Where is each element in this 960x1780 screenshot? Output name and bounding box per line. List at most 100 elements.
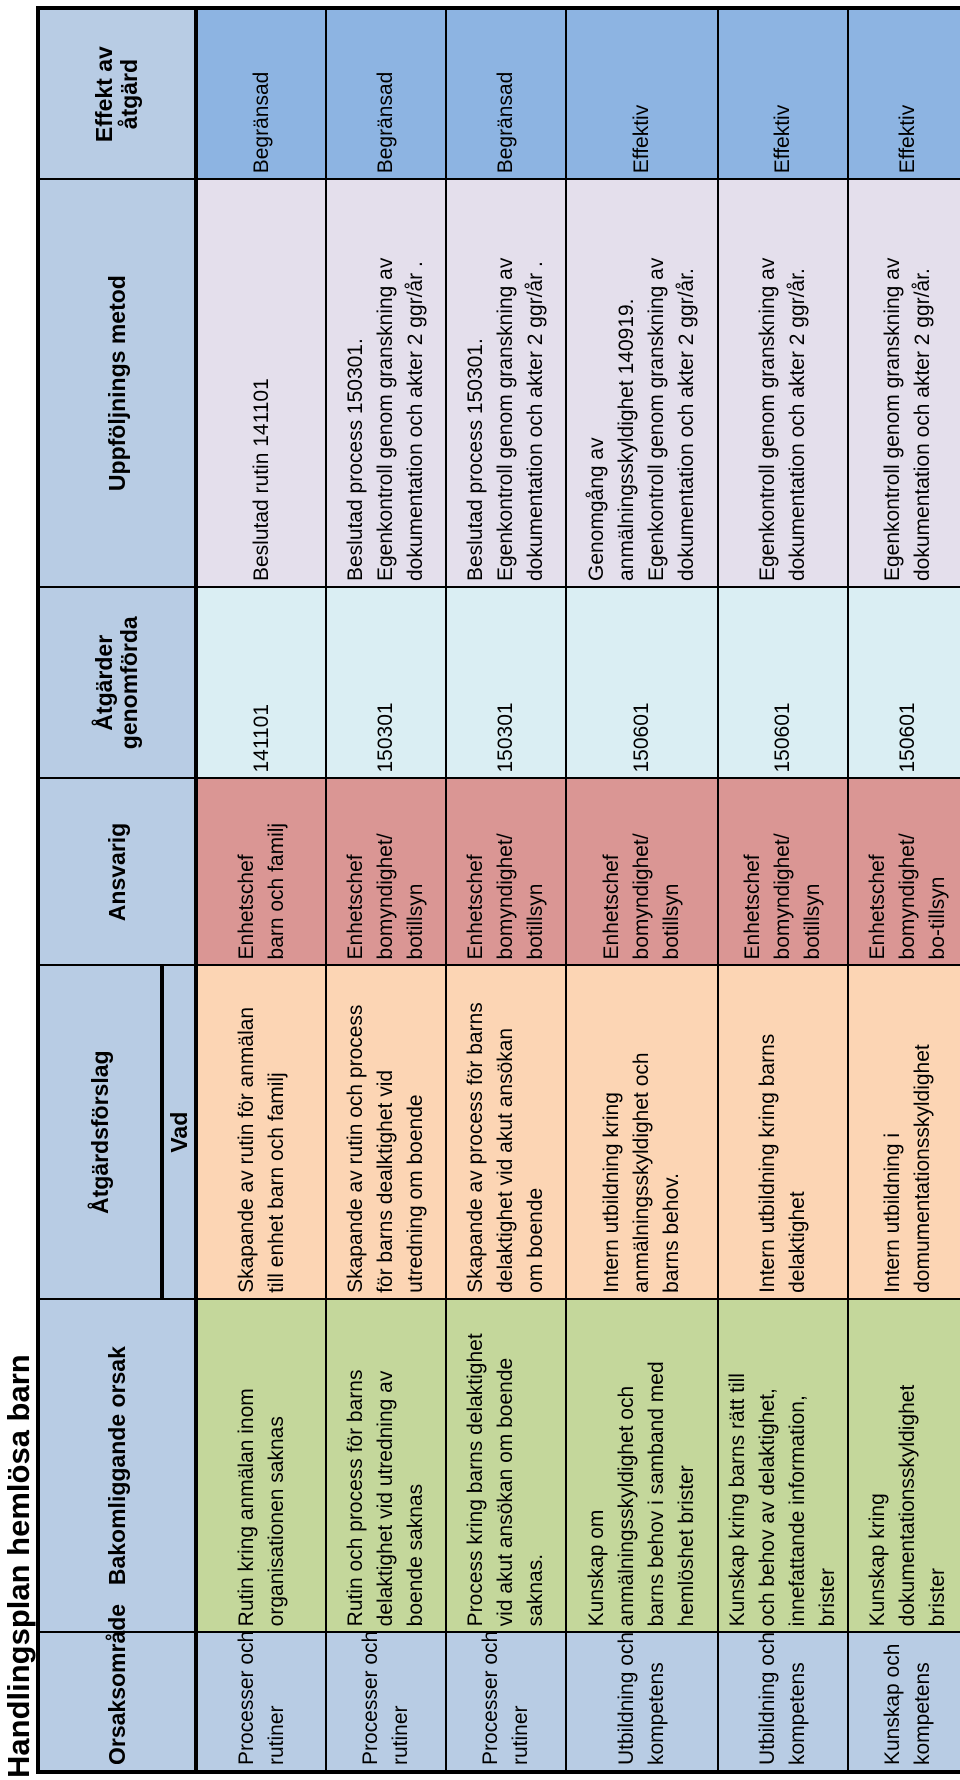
proposal-line: barns behov. xyxy=(660,1173,683,1293)
proposal-line: Skapande av process för barns xyxy=(464,1002,487,1293)
followup-cell: Egenkontroll genom granskning av dokument… xyxy=(848,179,960,588)
cause-line: saknas. xyxy=(524,1553,547,1627)
table-body: Processer och rutiner Rutin kring anmälan … xyxy=(196,8,960,1772)
proposal-line: anmälningsskyldighet och xyxy=(630,1052,653,1293)
responsible-line: botillsyn xyxy=(660,883,683,960)
followup-line: dokumentation och akter 2 ggr/år. xyxy=(786,268,809,582)
cause-cell: Kunskap om anmälningsskyldighet och barns … xyxy=(566,1298,718,1633)
area-line: Processer och xyxy=(359,1630,382,1765)
done-date-cell: 150601 xyxy=(566,587,718,779)
responsible-line: Enhetschef xyxy=(464,854,487,960)
cause-cell: Rutin kring anmälan inom organisationen s… xyxy=(196,1298,326,1633)
followup-cell: Beslutad rutin 141101 xyxy=(196,179,326,588)
responsible-cell: Enhetschef bomyndighet/botillsyn xyxy=(718,778,848,966)
proposal-line: Skapande av rutin och process xyxy=(344,1004,367,1293)
header-effect-line-1: Effekt av xyxy=(91,46,117,143)
area-line: Kunskap och xyxy=(880,1643,904,1765)
proposal-cell: Skapande av rutin för anmälan till enhet … xyxy=(196,965,326,1299)
responsible-line: bomyndighet/ xyxy=(771,833,794,960)
followup-line: Egenkontroll genom granskning av xyxy=(880,257,904,582)
cause-line: Rutin kring anmälan inom xyxy=(234,1388,258,1627)
cause-cell: Kunskap kring dokumentationsskyldighet bri… xyxy=(848,1298,960,1633)
followup-line: dokumentation och akter 2 ggr/år . xyxy=(524,261,547,582)
area-cell: Utbildning och kompetens xyxy=(718,1632,848,1772)
followup-cell: Egenkontroll genom granskning av dokument… xyxy=(718,179,848,588)
responsible-cell: Enhetschef bomyndighet/botillsyn xyxy=(326,778,446,966)
header-effect: Effekt av åtgärd xyxy=(38,8,196,180)
header-proposal-sub: Vad xyxy=(162,965,196,1299)
followup-line: Beslutad rutin 141101 xyxy=(249,378,273,582)
header-done-line-2: genomförda xyxy=(116,616,142,750)
cause-line: barns behov i samband med xyxy=(645,1361,668,1627)
responsible-line: botillsyn xyxy=(404,883,427,960)
done-date-cell: 150601 xyxy=(848,587,960,779)
effect-cell: Begränsad xyxy=(446,8,566,180)
responsible-cell: Enhetschef bomyndighet/botillsyn xyxy=(566,778,718,966)
done-date-cell: 150601 xyxy=(718,587,848,779)
header-responsible: Ansvarig xyxy=(38,778,196,966)
header-done: Åtgärder genomförda xyxy=(38,587,196,779)
header-effect-line-2: åtgärd xyxy=(116,58,142,130)
followup-line: dokumentation och akter 2 ggr/år. xyxy=(910,268,934,582)
header-followup: Uppföljnings metod xyxy=(38,179,196,588)
proposal-cell: Intern utbildning kring anmälningsskyldig… xyxy=(566,965,718,1299)
cause-line: Process kring barns delaktighet xyxy=(464,1333,487,1627)
responsible-line: barn och familj xyxy=(264,822,288,960)
table-row: Utbildning och kompetens Kunskap om anmälni… xyxy=(566,8,718,1772)
followup-line: Egenkontroll genom granskning av xyxy=(494,257,517,582)
responsible-line: Enhetschef xyxy=(600,854,623,960)
followup-line: Egenkontroll genom granskning av xyxy=(374,257,397,582)
done-date-cell: 141101 xyxy=(196,587,326,779)
followup-line: dokumentation och akter 2 ggr/år . xyxy=(404,261,427,582)
followup-cell: Beslutad process 150301. Egenkontroll gen… xyxy=(326,179,446,588)
effect-cell: Effektiv xyxy=(566,8,718,180)
responsible-cell: Enhetschef bomyndighet/botillsyn xyxy=(446,778,566,966)
table-row: Processer och rutiner Process kring barns … xyxy=(446,8,566,1772)
done-date-cell: 150301 xyxy=(326,587,446,779)
table-row: Kunskap och kompetens Kunskap kring dokumen… xyxy=(848,8,960,1772)
responsible-line: Enhetschef xyxy=(741,854,764,960)
proposal-line: delaktighet xyxy=(786,1191,809,1293)
cause-cell: Rutin och process för barns delaktighet v… xyxy=(326,1298,446,1633)
responsible-line: Enhetschef xyxy=(344,854,367,960)
header-done-line-1: Åtgärder xyxy=(91,634,117,731)
followup-line: Beslutad process 150301. xyxy=(344,338,367,582)
responsible-line: bomyndighet/ xyxy=(494,833,517,960)
responsible-cell: Enhetschef barn och familj xyxy=(196,778,326,966)
cause-line: innefattande information, xyxy=(786,1395,809,1627)
effect-cell: Effektiv xyxy=(848,8,960,180)
proposal-line: Intern utbildning kring barns xyxy=(756,1033,779,1293)
followup-line: dokumentation och akter 2 ggr/år. xyxy=(675,268,698,582)
followup-line: Egenkontroll genom granskning av xyxy=(756,257,779,582)
responsible-line: Enhetschef xyxy=(865,854,889,960)
followup-line: Beslutad process 150301. xyxy=(464,338,487,582)
header-proposal: Åtgärdsförslag xyxy=(38,965,162,1299)
area-cell: Processer och rutiner xyxy=(446,1631,566,1772)
responsible-line: Enhetschef xyxy=(234,854,258,960)
proposal-line: Intern utbildning i xyxy=(880,1132,904,1293)
cause-cell: Kunskap kring barns rätt till och behov a… xyxy=(718,1298,848,1633)
area-cell: Utbildning och kompetens xyxy=(566,1632,718,1772)
responsible-line: bomyndighet/ xyxy=(895,833,919,960)
area-line: rutiner xyxy=(509,1705,532,1765)
proposal-line: utredning om boende xyxy=(404,1094,427,1293)
responsible-cell: Enhetschef bomyndighet/bo-tillsyn xyxy=(848,778,960,966)
followup-line: Egenkontroll genom granskning av xyxy=(645,257,668,582)
proposal-cell: Skapande av process för barns delaktighet… xyxy=(446,965,566,1299)
header-area: Orsaksområde xyxy=(38,1604,196,1772)
cause-line: delaktighet vid utredning av xyxy=(374,1370,397,1627)
area-line: kompetens xyxy=(910,1662,934,1765)
followup-cell: Genomgång av anmälningsskyldighet 140919.… xyxy=(566,179,718,588)
cause-line: anmälningsskyldighet och xyxy=(615,1385,638,1627)
action-plan-table: Orsaksområde Bakomliggande orsak Åtgärds… xyxy=(36,6,960,1774)
effect-cell: Begränsad xyxy=(326,8,446,180)
proposal-line: delaktighet vid akut ansökan xyxy=(494,1027,517,1293)
area-cell: Kunskap och kompetens xyxy=(848,1632,960,1772)
table-row: Processer och rutiner Rutin kring anmälan … xyxy=(196,8,326,1772)
cause-line: Kunskap om xyxy=(585,1509,608,1627)
table-row: Utbildning och kompetens Kunskap kring bar… xyxy=(718,8,848,1772)
cause-cell: Process kring barns delaktighet vid akut … xyxy=(446,1298,566,1633)
area-cell: Processer och rutiner xyxy=(326,1630,446,1772)
proposal-cell: Skapande av rutin och process för barns d… xyxy=(326,965,446,1299)
